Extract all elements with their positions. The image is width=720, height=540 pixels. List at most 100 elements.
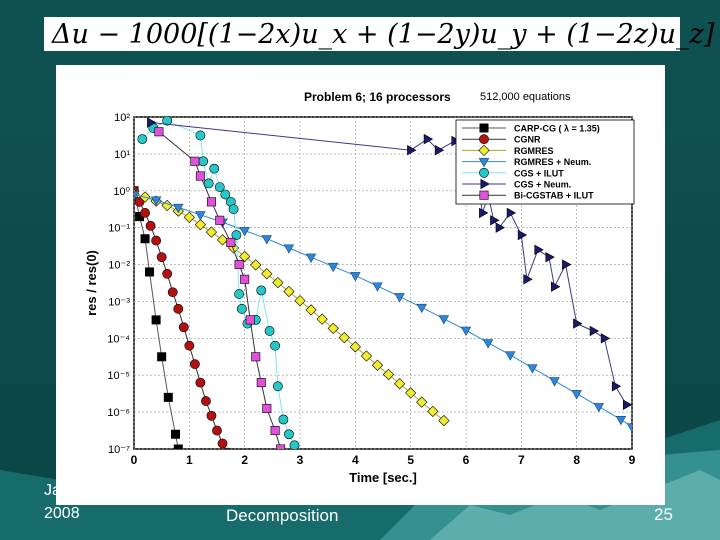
data-point <box>589 325 600 337</box>
data-point <box>157 352 167 362</box>
data-point <box>551 281 561 292</box>
data-point <box>214 182 225 192</box>
data-point <box>212 425 222 436</box>
data-point <box>593 403 605 413</box>
footer-left-line1: Ja <box>44 482 61 499</box>
data-point <box>490 215 500 226</box>
legend-marker <box>479 167 489 178</box>
data-point <box>217 438 228 449</box>
data-point <box>261 235 273 245</box>
x-tick-label: 8 <box>573 453 580 467</box>
data-point <box>434 144 445 156</box>
legend-marker <box>479 134 489 145</box>
data-point <box>228 204 239 215</box>
data-point <box>156 252 167 263</box>
data-point <box>178 322 189 333</box>
y-tick-label: 10⁻¹ <box>108 223 130 235</box>
data-point <box>231 230 242 240</box>
data-point <box>195 171 205 181</box>
y-tick-label: 10⁻⁶ <box>107 407 130 419</box>
data-point <box>622 399 632 410</box>
data-point <box>140 208 150 218</box>
data-point <box>150 196 162 206</box>
x-tick-label: 5 <box>407 453 414 467</box>
legend-label: CGS + ILUT <box>514 168 564 178</box>
data-point <box>372 282 383 292</box>
data-point <box>262 403 272 413</box>
legend-label: CGS + Neum. <box>514 180 571 190</box>
data-point <box>284 429 294 440</box>
legend-marker <box>479 123 489 133</box>
data-point <box>184 340 195 351</box>
data-point <box>562 259 572 270</box>
data-point <box>189 359 200 370</box>
data-point <box>305 304 317 316</box>
data-point <box>482 339 494 349</box>
data-point <box>505 351 516 361</box>
x-tick-label: 7 <box>518 453 525 467</box>
data-point <box>276 444 286 449</box>
legend-marker <box>480 178 490 190</box>
data-point <box>506 207 517 219</box>
data-point <box>137 134 148 145</box>
data-point <box>270 340 280 351</box>
data-point <box>206 410 217 421</box>
data-point <box>194 219 207 231</box>
data-point <box>173 303 184 314</box>
data-point <box>234 289 245 299</box>
legend-label: CARP-CG ( λ = 1.35) <box>514 124 600 134</box>
data-point <box>173 203 184 214</box>
data-point <box>256 378 266 388</box>
data-point <box>283 244 295 254</box>
data-point <box>239 227 250 237</box>
y-tick-label: 10⁻⁵ <box>107 370 130 382</box>
data-point <box>234 260 244 270</box>
data-point <box>611 381 622 392</box>
legend-label: RGMRES <box>514 146 554 156</box>
data-point <box>190 156 200 166</box>
data-point <box>371 359 384 371</box>
x-tick-label: 4 <box>352 453 359 467</box>
data-point <box>272 277 284 289</box>
data-point <box>134 190 140 201</box>
data-point <box>479 207 489 219</box>
y-tick-label: 10⁰ <box>113 186 130 198</box>
data-point <box>215 215 225 225</box>
legend-label: Bi-CGSTAB + ILUT <box>514 191 594 201</box>
equation-text: Δu − 1000[(1−2x)u_x + (1−2y)u_y + (1−2z)… <box>52 18 720 50</box>
y-tick-label: 10¹ <box>114 149 130 161</box>
data-point <box>278 414 289 425</box>
equation-banner: Δu − 1000[(1−2x)u_x + (1−2y)u_y + (1−2z)… <box>44 17 720 51</box>
data-point <box>349 341 361 353</box>
data-point <box>423 133 434 145</box>
data-point <box>147 117 157 128</box>
data-point <box>198 156 209 167</box>
data-point <box>327 322 339 334</box>
data-point <box>183 211 195 223</box>
data-point <box>316 313 328 325</box>
data-point <box>245 315 255 325</box>
footer-center: Decomposition <box>226 506 339 525</box>
data-point <box>220 189 231 200</box>
x-axis-label: Time [sec.] <box>349 470 417 485</box>
x-tick-label: 9 <box>629 453 636 467</box>
data-point <box>145 220 156 231</box>
data-point <box>350 272 361 282</box>
chart-svg: 0 1 2 3 4 5 6 7 8 9 10² 10¹ 10⁰ 10⁻¹ 10⁻² 10⁻³ 10⁻⁴ 10⁻⁵ 1… <box>84 90 636 485</box>
data-point <box>305 253 317 263</box>
data-point <box>270 426 280 436</box>
data-point <box>195 211 206 221</box>
data-point <box>394 293 405 303</box>
data-point <box>256 285 267 296</box>
legend-marker <box>478 158 490 168</box>
series-4 <box>137 117 300 449</box>
legend-marker <box>478 144 490 157</box>
data-point <box>438 414 450 427</box>
data-point <box>289 440 300 449</box>
data-point <box>250 259 262 271</box>
data-point <box>338 331 350 344</box>
data-point <box>545 251 555 263</box>
data-point <box>327 262 339 273</box>
data-point <box>236 303 247 314</box>
y-tick-label: 10² <box>114 112 130 124</box>
